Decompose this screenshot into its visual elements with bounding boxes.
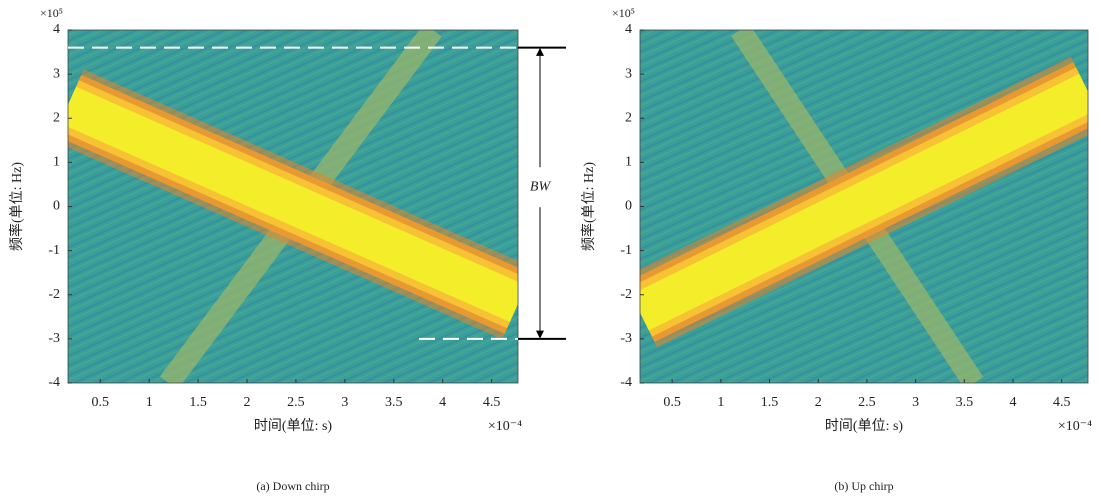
plot-content xyxy=(68,30,518,383)
y-multiplier: ×10⁵ xyxy=(612,6,635,20)
x-tick-label: 3 xyxy=(341,395,348,410)
y-tick-label: 2 xyxy=(53,110,60,125)
y-tick-label: 0 xyxy=(625,199,632,214)
x-axis-label: 时间(单位: s) xyxy=(254,418,332,434)
caption: (a) Down chirp xyxy=(256,479,329,493)
y-axis-label: 频率(单位: Hz) xyxy=(580,162,597,251)
x-tick-label: 1 xyxy=(717,395,724,410)
x-tick-label: 0.5 xyxy=(663,395,681,410)
y-tick-label: 1 xyxy=(625,155,632,170)
x-tick-label: 4 xyxy=(1010,395,1017,410)
x-tick-label: 1.5 xyxy=(761,395,779,410)
x-tick-label: 2.5 xyxy=(287,395,305,410)
x-tick-label: 3 xyxy=(912,395,919,410)
y-tick-label: -2 xyxy=(48,287,60,302)
y-tick-label: -3 xyxy=(620,331,632,346)
x-tick-label: 2 xyxy=(815,395,822,410)
x-tick-label: 3.5 xyxy=(956,395,974,410)
chirp-band xyxy=(640,73,1088,331)
x-tick-label: 1 xyxy=(146,395,153,410)
chirp-band xyxy=(68,86,518,322)
y-tick-label: 4 xyxy=(625,22,632,37)
bw-label: BW xyxy=(530,179,552,194)
x-tick-label: 2 xyxy=(244,395,251,410)
y-tick-label: -1 xyxy=(48,243,60,258)
x-tick-label: 4.5 xyxy=(483,395,501,410)
x-tick-label: 0.5 xyxy=(92,395,110,410)
x-multiplier: ×10⁻⁴ xyxy=(1058,419,1092,434)
x-tick-label: 4.5 xyxy=(1053,395,1071,410)
y-tick-label: -1 xyxy=(620,243,632,258)
y-multiplier: ×10⁵ xyxy=(40,6,63,20)
x-axis-label: 时间(单位: s) xyxy=(825,418,903,434)
x-multiplier: ×10⁻⁴ xyxy=(488,419,522,434)
y-tick-label: 3 xyxy=(625,66,632,81)
y-tick-label: -2 xyxy=(620,287,632,302)
plot-content xyxy=(640,30,1088,383)
y-tick-label: -3 xyxy=(48,331,60,346)
x-tick-label: 2.5 xyxy=(858,395,876,410)
y-tick-label: 4 xyxy=(53,22,60,37)
y-tick-label: 3 xyxy=(53,66,60,81)
y-tick-label: -4 xyxy=(48,375,60,390)
x-tick-label: 3.5 xyxy=(385,395,403,410)
y-tick-label: 2 xyxy=(625,110,632,125)
x-tick-label: 4 xyxy=(439,395,446,410)
x-tick-label: 1.5 xyxy=(189,395,207,410)
y-axis-label: 频率(单位: Hz) xyxy=(8,162,25,251)
y-tick-label: 0 xyxy=(53,199,60,214)
y-tick-label: -4 xyxy=(620,375,632,390)
caption: (b) Up chirp xyxy=(834,479,893,493)
y-tick-label: 1 xyxy=(53,155,60,170)
